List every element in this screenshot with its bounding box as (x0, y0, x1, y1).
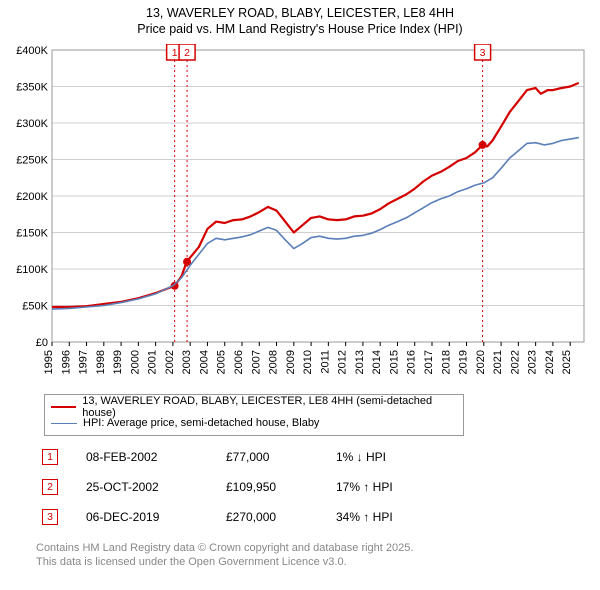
marker-date-3: 06-DEC-2019 (86, 510, 226, 524)
footer-line2: This data is licensed under the Open Gov… (36, 556, 413, 570)
svg-text:1997: 1997 (78, 350, 90, 374)
svg-text:1999: 1999 (112, 350, 124, 374)
legend-swatch-hpi (51, 423, 77, 424)
svg-text:2019: 2019 (458, 350, 470, 374)
marker-diff-1: 1% ↓ HPI (336, 450, 456, 464)
svg-text:2005: 2005 (216, 350, 228, 374)
svg-text:2022: 2022 (509, 350, 521, 374)
svg-text:2009: 2009 (285, 350, 297, 374)
svg-text:2014: 2014 (371, 350, 383, 374)
svg-text:2024: 2024 (544, 350, 556, 374)
footer-text: Contains HM Land Registry data © Crown c… (36, 542, 413, 570)
svg-text:£50K: £50K (22, 301, 48, 313)
chart-svg: £0 £50K £100K £150K £200K £250K £300K £350K £400… (10, 44, 590, 384)
svg-text:2021: 2021 (492, 350, 504, 374)
title-block: 13, WAVERLEY ROAD, BLABY, LEICESTER, LE8… (0, 0, 600, 37)
marker-row-2: 2 25-OCT-2002 £109,950 17% ↑ HPI (36, 472, 456, 502)
marker-date-1: 08-FEB-2002 (86, 450, 226, 464)
svg-text:2015: 2015 (388, 350, 400, 374)
svg-text:2020: 2020 (475, 350, 487, 374)
svg-text:2016: 2016 (406, 350, 418, 374)
svg-text:2013: 2013 (354, 350, 366, 374)
svg-text:£350K: £350K (16, 82, 48, 94)
legend-row-property: 13, WAVERLEY ROAD, BLABY, LEICESTER, LE8… (51, 399, 457, 415)
svg-text:£200K: £200K (16, 191, 48, 203)
legend-label-hpi: HPI: Average price, semi-detached house,… (83, 417, 319, 429)
svg-text:2007: 2007 (250, 350, 262, 374)
svg-text:£0: £0 (36, 337, 48, 349)
svg-text:1995: 1995 (43, 350, 55, 374)
svg-text:2003: 2003 (181, 350, 193, 374)
marker-row-3: 3 06-DEC-2019 £270,000 34% ↑ HPI (36, 502, 456, 532)
marker-num-2: 2 (42, 479, 58, 495)
markers-table: 1 08-FEB-2002 £77,000 1% ↓ HPI 2 25-OCT-… (36, 442, 456, 532)
marker-price-3: £270,000 (226, 510, 336, 524)
legend-label-property: 13, WAVERLEY ROAD, BLABY, LEICESTER, LE8… (82, 395, 457, 419)
chart-area: £0 £50K £100K £150K £200K £250K £300K £350K £400… (10, 44, 590, 384)
svg-text:2001: 2001 (147, 350, 159, 374)
marker-row-1: 1 08-FEB-2002 £77,000 1% ↓ HPI (36, 442, 456, 472)
svg-text:2006: 2006 (233, 350, 245, 374)
svg-text:£100K: £100K (16, 264, 48, 276)
marker-diff-3: 34% ↑ HPI (336, 510, 456, 524)
svg-text:2000: 2000 (129, 350, 141, 374)
svg-text:£250K: £250K (16, 155, 48, 167)
svg-text:2025: 2025 (561, 350, 573, 374)
svg-text:£400K: £400K (16, 45, 48, 57)
marker-price-1: £77,000 (226, 450, 336, 464)
title-line1: 13, WAVERLEY ROAD, BLABY, LEICESTER, LE8… (0, 6, 600, 22)
svg-text:2012: 2012 (337, 350, 349, 374)
svg-text:1996: 1996 (60, 350, 72, 374)
svg-text:2002: 2002 (164, 350, 176, 374)
svg-text:3: 3 (480, 47, 486, 59)
footer-line1: Contains HM Land Registry data © Crown c… (36, 542, 413, 556)
svg-text:2: 2 (184, 47, 190, 59)
title-line2: Price paid vs. HM Land Registry's House … (0, 22, 600, 38)
chart-container: 13, WAVERLEY ROAD, BLABY, LEICESTER, LE8… (0, 0, 600, 590)
marker-date-2: 25-OCT-2002 (86, 480, 226, 494)
svg-text:2018: 2018 (440, 350, 452, 374)
marker-price-2: £109,950 (226, 480, 336, 494)
svg-text:2023: 2023 (527, 350, 539, 374)
svg-text:2004: 2004 (198, 350, 210, 374)
svg-text:2011: 2011 (319, 350, 331, 374)
marker-diff-2: 17% ↑ HPI (336, 480, 456, 494)
svg-text:1: 1 (172, 47, 178, 59)
svg-text:2017: 2017 (423, 350, 435, 374)
svg-text:2008: 2008 (268, 350, 280, 374)
svg-text:1998: 1998 (95, 350, 107, 374)
svg-text:£300K: £300K (16, 118, 48, 130)
marker-num-3: 3 (42, 509, 58, 525)
marker-num-1: 1 (42, 449, 58, 465)
svg-text:£150K: £150K (16, 228, 48, 240)
legend-swatch-property (51, 406, 76, 408)
legend: 13, WAVERLEY ROAD, BLABY, LEICESTER, LE8… (44, 394, 464, 436)
svg-text:2010: 2010 (302, 350, 314, 374)
